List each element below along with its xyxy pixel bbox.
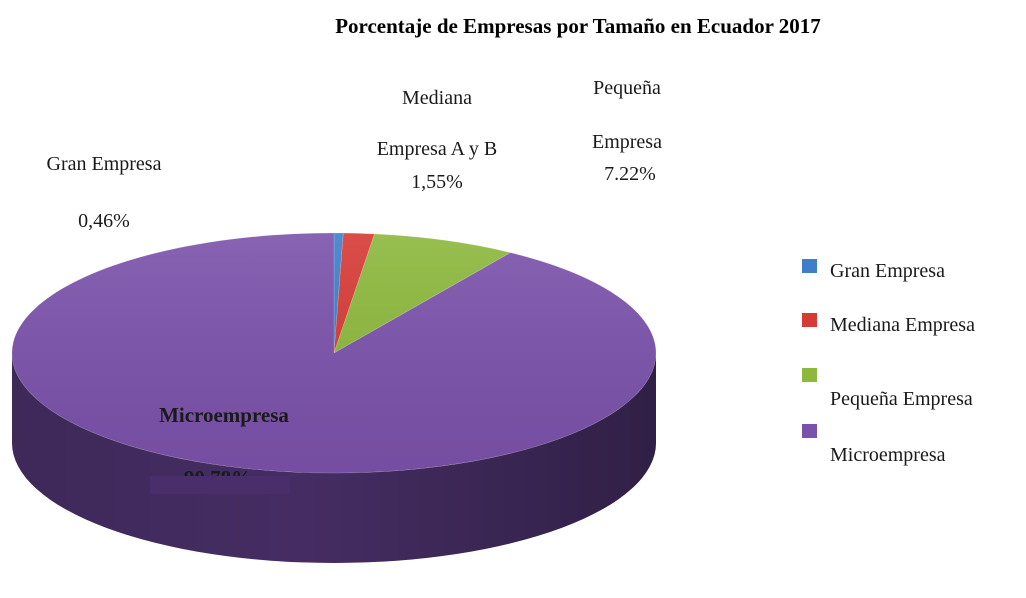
legend-swatch — [802, 424, 817, 438]
data-label-microempresa: Microempresa 90,78% — [150, 403, 290, 494]
data-label-value: 1,55% — [411, 171, 463, 193]
data-label-name: Empresa — [592, 131, 662, 153]
legend-label: Pequeña Empresa — [830, 388, 973, 410]
data-label-name: Pequeña — [593, 77, 661, 99]
data-label-mediana-empresa: Mediana Empresa A y B 1,55% — [377, 87, 498, 193]
pie-top-group — [11, 232, 657, 474]
legend: Gran Empresa Mediana Empresa Pequeña Emp… — [802, 259, 975, 466]
data-label-gran-empresa: Gran Empresa 0,46% — [47, 153, 162, 232]
pie-top-shade — [12, 233, 656, 473]
data-label-pequena-empresa: Pequeña Empresa 7.22% — [592, 77, 662, 185]
legend-item-pequena-empresa: Pequeña Empresa — [802, 368, 973, 410]
legend-swatch — [802, 313, 817, 327]
legend-item-gran-empresa: Gran Empresa — [802, 259, 945, 282]
label-occluder — [150, 476, 290, 494]
pie-side-group — [12, 353, 656, 563]
legend-label: Microempresa — [830, 444, 946, 466]
legend-swatch — [802, 259, 817, 273]
data-label-name: Mediana — [402, 87, 472, 109]
pie-side-shade — [12, 353, 656, 563]
legend-label: Gran Empresa — [830, 260, 945, 282]
data-label-name: Gran Empresa — [47, 153, 162, 175]
data-label-name: Empresa A y B — [377, 138, 498, 160]
data-label-value: 0,46% — [78, 210, 130, 232]
legend-item-microempresa: Microempresa — [802, 424, 946, 466]
data-label-name: Microempresa — [159, 403, 289, 427]
data-label-value: 7.22% — [604, 163, 656, 185]
legend-swatch — [802, 368, 817, 382]
chart-title: Porcentaje de Empresas por Tamaño en Ecu… — [335, 14, 821, 38]
legend-label: Mediana Empresa — [830, 314, 975, 336]
legend-item-mediana-empresa: Mediana Empresa — [802, 313, 975, 336]
